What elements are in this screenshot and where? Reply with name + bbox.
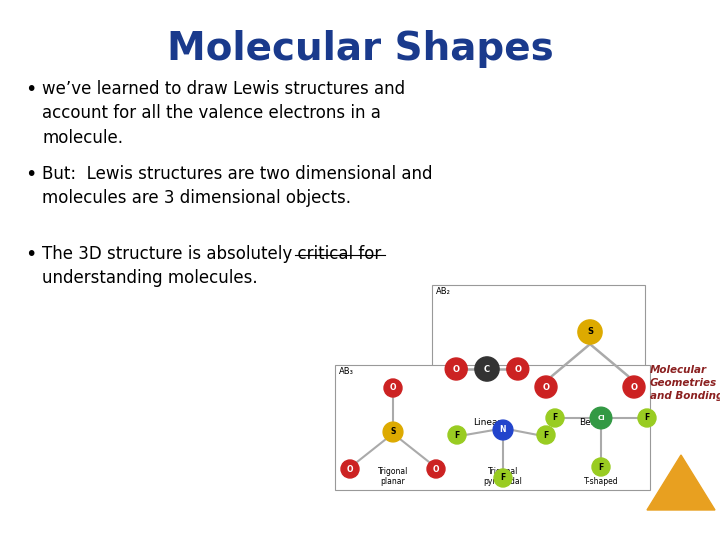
Circle shape: [475, 357, 499, 381]
Text: Molecular
Geometries
and Bonding: Molecular Geometries and Bonding: [650, 365, 720, 401]
Text: The 3D structure is absolutely critical for
understanding molecules.: The 3D structure is absolutely critical …: [42, 245, 382, 287]
Text: S: S: [587, 327, 593, 336]
Circle shape: [546, 409, 564, 427]
Text: O: O: [453, 364, 459, 374]
Circle shape: [578, 320, 602, 344]
Text: C: C: [484, 364, 490, 374]
Text: T-shaped: T-shaped: [584, 477, 618, 486]
Circle shape: [384, 379, 402, 397]
Circle shape: [427, 460, 445, 478]
Text: •: •: [25, 80, 37, 99]
Text: •: •: [25, 165, 37, 184]
Circle shape: [383, 422, 403, 442]
Text: F: F: [552, 414, 557, 422]
Circle shape: [537, 426, 555, 444]
Circle shape: [494, 469, 512, 487]
Text: AB₂: AB₂: [436, 287, 451, 296]
Text: O: O: [542, 382, 549, 392]
Circle shape: [341, 460, 359, 478]
FancyBboxPatch shape: [335, 365, 650, 490]
Text: O: O: [347, 464, 354, 474]
Text: Linear: Linear: [473, 418, 501, 427]
Text: Molecular Shapes: Molecular Shapes: [166, 30, 554, 68]
Text: Trigonal
pyramidal: Trigonal pyramidal: [484, 467, 523, 486]
Circle shape: [590, 407, 612, 429]
Text: O: O: [514, 364, 521, 374]
Circle shape: [445, 358, 467, 380]
Text: Bent: Bent: [580, 418, 600, 427]
Text: S: S: [390, 428, 396, 436]
Text: O: O: [631, 382, 637, 392]
Circle shape: [448, 426, 466, 444]
FancyBboxPatch shape: [432, 285, 645, 437]
Text: F: F: [644, 414, 649, 422]
Text: O: O: [433, 464, 439, 474]
Text: we’ve learned to draw Lewis structures and
account for all the valence electrons: we’ve learned to draw Lewis structures a…: [42, 80, 405, 146]
Circle shape: [623, 376, 645, 398]
Text: O: O: [390, 383, 396, 393]
Circle shape: [535, 376, 557, 398]
Circle shape: [592, 458, 610, 476]
Text: AB₃: AB₃: [339, 367, 354, 376]
Circle shape: [493, 420, 513, 440]
Text: F: F: [544, 430, 549, 440]
Text: N: N: [500, 426, 506, 435]
Text: F: F: [598, 462, 603, 471]
Text: Trigonal
planar: Trigonal planar: [378, 467, 408, 486]
Text: F: F: [454, 430, 459, 440]
Text: But:  Lewis structures are two dimensional and
molecules are 3 dimensional objec: But: Lewis structures are two dimensiona…: [42, 165, 433, 207]
Text: Cl: Cl: [597, 415, 605, 421]
Circle shape: [638, 409, 656, 427]
Circle shape: [507, 358, 528, 380]
Text: •: •: [25, 245, 37, 264]
Text: F: F: [500, 474, 505, 483]
Polygon shape: [647, 455, 715, 510]
